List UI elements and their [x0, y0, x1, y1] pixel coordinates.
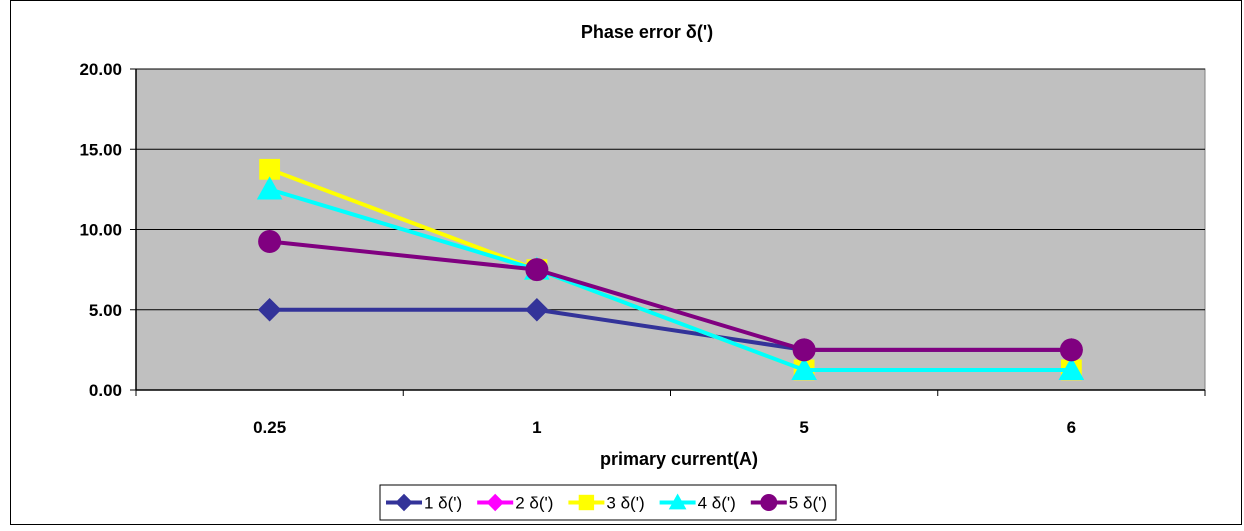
- legend-item-4: 4 δ('): [659, 493, 736, 513]
- x-tick-label: 1: [532, 418, 541, 437]
- legend-item-1: 1 δ('): [386, 494, 462, 513]
- legend-label: 5 δ('): [789, 494, 827, 513]
- legend-marker: [760, 494, 778, 511]
- legend-label: 4 δ('): [698, 494, 736, 513]
- series-line: [269, 239, 1072, 352]
- y-tick-label: 0.00: [89, 381, 122, 400]
- data-point-marker: [525, 298, 549, 322]
- legend-item-2: 2 δ('): [477, 494, 553, 513]
- y-tick-label: 20.00: [79, 60, 122, 79]
- x-tick-label: 0.25: [253, 418, 286, 437]
- data-point-marker: [257, 298, 282, 322]
- x-tick-label: 5: [799, 418, 808, 437]
- line-chart: Phase error δ(') 0.00 5.00 10.00 15.00 20.00…: [79, 22, 1206, 521]
- y-tick-label: 15.00: [79, 140, 122, 159]
- data-point-marker: [256, 176, 283, 200]
- data-point-marker: [1058, 356, 1085, 381]
- y-tick-label: 5.00: [89, 301, 122, 320]
- series-5: [258, 230, 1083, 362]
- data-point-marker: [791, 356, 817, 381]
- chart-frame: Phase error δ(') 0.00 5.00 10.00 15.00 20.00…: [10, 0, 1242, 525]
- legend-marker: [668, 493, 687, 510]
- data-point-marker: [525, 258, 549, 282]
- legend-label: 2 δ('): [515, 494, 553, 513]
- legend-marker: [486, 493, 504, 512]
- data-point-marker: [1059, 338, 1083, 362]
- legend-marker: [395, 493, 413, 512]
- data-point-marker: [258, 230, 282, 254]
- series-line: [269, 187, 1072, 372]
- plot-area: 0.00 5.00 10.00 15.00 20.00 0.25 1 5 6: [79, 60, 1206, 437]
- y-tick-label: 10.00: [79, 221, 122, 240]
- legend-label: 3 δ('): [606, 494, 644, 513]
- legend-marker: [578, 494, 595, 511]
- legend-item-5: 5 δ('): [750, 494, 827, 513]
- x-tick-label: 6: [1067, 418, 1076, 437]
- legend-item-3: 3 δ('): [568, 494, 645, 513]
- data-point-marker: [792, 338, 816, 362]
- data-point-marker: [259, 158, 281, 180]
- legend-label: 1 δ('): [424, 494, 462, 513]
- chart-title: Phase error δ('): [581, 22, 713, 42]
- x-axis-title: primary current(A): [600, 449, 758, 469]
- legend: 1 δ(') 2 δ(') 3 δ(') 4 δ(') 5 δ('): [379, 484, 837, 521]
